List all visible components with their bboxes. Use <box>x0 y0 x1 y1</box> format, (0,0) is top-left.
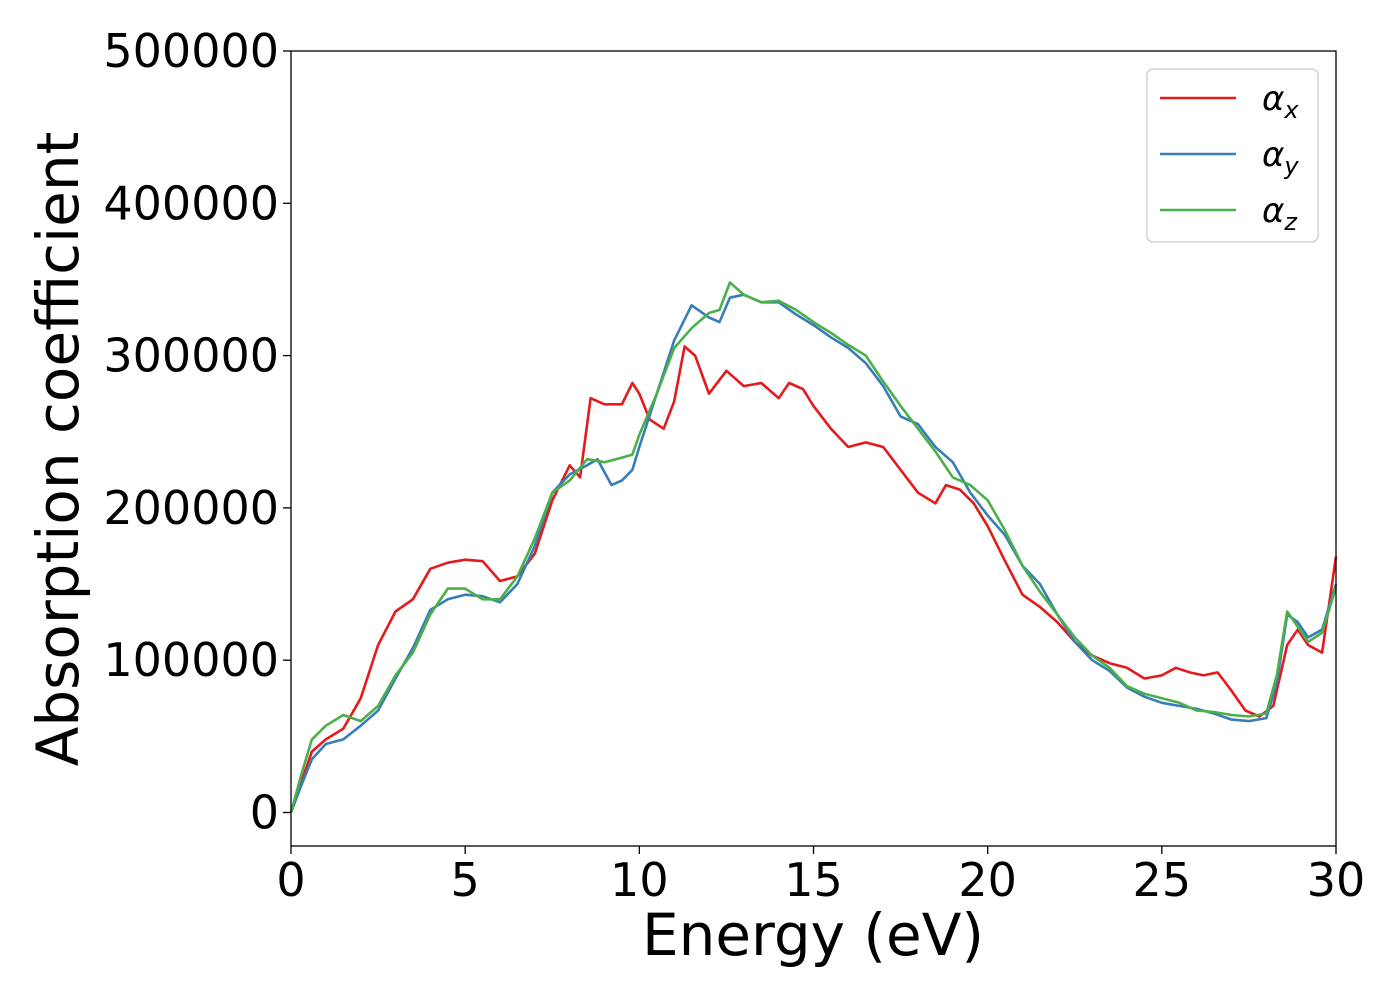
legend-symbol: α <box>1262 135 1284 175</box>
y-tick-label: 500000 <box>103 24 279 78</box>
x-tick-labels: 0 5 10 15 20 25 30 <box>276 853 1365 907</box>
y-tick-labels: 0 100000 200000 300000 400000 500000 <box>103 24 279 839</box>
legend-symbol: α <box>1262 79 1284 119</box>
x-tick-label: 0 <box>276 853 305 907</box>
y-tick-label: 400000 <box>103 176 279 230</box>
series-lines <box>289 281 1338 813</box>
y-tick-label: 200000 <box>103 481 279 535</box>
legend-subscript: y <box>1283 152 1299 180</box>
x-tick-label: 10 <box>610 853 669 907</box>
y-tick-marks <box>283 50 291 814</box>
x-axis-title: Energy (eV) <box>642 901 984 969</box>
x-tick-label: 20 <box>958 853 1017 907</box>
series-line-x <box>289 345 1338 813</box>
y-tick-label: 100000 <box>103 633 279 687</box>
x-tick-marks <box>290 846 1337 854</box>
x-tick-label: 5 <box>451 853 480 907</box>
legend-label-z: αz <box>1262 191 1298 236</box>
x-tick-label: 15 <box>784 853 843 907</box>
legend-subscript: z <box>1283 208 1298 236</box>
legend-subscript: x <box>1283 96 1299 124</box>
legend-box <box>1146 68 1319 243</box>
y-tick-label: 300000 <box>103 329 279 383</box>
series-line-y <box>289 293 1338 813</box>
x-tick-label: 30 <box>1307 853 1366 907</box>
plot-frame <box>290 50 1337 847</box>
y-axis-title: Absorption coefficient <box>24 132 92 767</box>
x-tick-label: 25 <box>1133 853 1192 907</box>
legend-label-x: αx <box>1262 79 1299 124</box>
y-tick-label: 0 <box>250 785 279 839</box>
legend-symbol: α <box>1262 191 1284 231</box>
legend-label-y: αy <box>1262 135 1299 180</box>
series-line-z <box>289 281 1338 813</box>
